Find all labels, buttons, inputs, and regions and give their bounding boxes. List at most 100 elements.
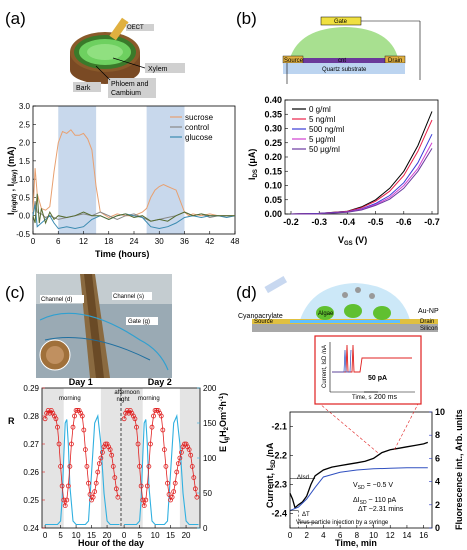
- bark-label: Bark: [76, 85, 91, 92]
- x-tick-label-2: 4: [321, 531, 326, 540]
- cyanoacrylate-label: Cyanoacrylate: [238, 313, 283, 320]
- r-point-day1-10: [137, 463, 142, 469]
- series-line-0: [289, 441, 429, 509]
- r-point-day0-44: [110, 463, 116, 469]
- y-tick-right-label-2: 100: [203, 454, 217, 463]
- y-tick-right-label-3: 150: [203, 419, 217, 428]
- substrate-label: Quartz substrate: [322, 67, 367, 73]
- x-tick-label-4: 8: [355, 531, 360, 540]
- r-point-day1-35: [175, 461, 181, 467]
- inset-pa-label: 50 pA: [368, 375, 387, 382]
- r-point-day1-13: [141, 503, 147, 509]
- r-point-day1-19: [151, 413, 156, 419]
- injection-label: Virus particle injection by a syringe: [296, 520, 389, 526]
- y-tick-label-6: 0.30: [264, 124, 282, 134]
- annotation-2: night: [116, 397, 129, 403]
- channel-d-label: Channel (d): [41, 297, 72, 303]
- chart-a-ylabel: I(night) , I(day) (mA): [6, 146, 18, 215]
- y-tick-label-4: 1.5: [19, 157, 31, 166]
- r-point-day0-35: [96, 461, 102, 467]
- legend-label-1: 5 ng/ml: [309, 115, 335, 124]
- stem-illustration: OECT Xylem Bark Phloem and Cambium: [70, 17, 185, 98]
- current-inset: Current, IsD /nA Time, s 50 pA 200 ms: [314, 335, 422, 405]
- panel-a-label: (a): [5, 9, 26, 28]
- r-point-day1-15: [144, 483, 150, 489]
- r-point-day0-0: [42, 416, 48, 422]
- r-point-day0-15: [65, 483, 71, 489]
- delta-i-label: ΔISD ~ 110 pA: [353, 497, 397, 506]
- x-tick-label-3: 18: [104, 237, 113, 246]
- x-tick-label-2: -0.4: [340, 217, 356, 227]
- y-tick-right-label-1: 2: [435, 500, 440, 510]
- night-shade-1: [100, 388, 143, 528]
- legend-label-0: sucrose: [185, 113, 214, 122]
- series-line-3: [32, 193, 235, 225]
- y-tick-right-label-5: 10: [435, 407, 445, 417]
- r-point-day1-31: [169, 494, 175, 500]
- inset-guide-left: [319, 403, 378, 453]
- r-point-day1-25: [160, 427, 166, 433]
- x-tick-label-4: 20: [103, 531, 112, 540]
- inset-guide-right: [394, 403, 419, 450]
- r-point-day1-7: [132, 416, 138, 422]
- annotation-0: morning: [59, 396, 81, 402]
- y-tick-left-label-3: 0.27: [23, 440, 39, 449]
- panel-b: (b) Gate cnt Source Drain Quartz substra…: [236, 9, 440, 247]
- y-tick-label-8: 0.40: [264, 95, 282, 105]
- x-tick-label-2: 10: [72, 531, 81, 540]
- r-point-day0-14: [64, 497, 70, 503]
- au-np-label: Au-NP: [418, 308, 439, 315]
- r-point-day1-32: [171, 489, 177, 495]
- r-point-day0-33: [93, 480, 99, 486]
- y-tick-label-0: -2.4: [271, 509, 287, 519]
- legend-label-3: 5 μg/ml: [309, 135, 336, 144]
- r-point-day1-20: [152, 407, 158, 413]
- algae-label: Algae: [318, 311, 334, 317]
- r-line-day0: [44, 409, 119, 508]
- gate-g-label: Gate (g): [128, 319, 150, 325]
- x-tick-label-5: 10: [369, 531, 378, 540]
- x-tick-label-1: 5: [58, 531, 63, 540]
- y-tick-label-3: -2.1: [271, 422, 287, 432]
- drain-label: Drain: [388, 58, 402, 64]
- r-point-day1-0: [121, 416, 127, 422]
- r-point-day1-12: [140, 497, 146, 503]
- y-tick-label-5: 2.0: [19, 139, 31, 148]
- e-line-day1: [124, 413, 199, 526]
- x-tick-label-1: 2: [304, 531, 309, 540]
- d-drain-label: Drain: [420, 319, 434, 325]
- legend-label-0: 0 g/ml: [309, 105, 331, 114]
- panel-a: (a) OECT Xylem Bark Phloem and Cambium 0…: [5, 9, 240, 259]
- chart-d-ylabel-right: Fluorescence int., Arb. units: [454, 409, 464, 530]
- delta-t-label: ΔT ~2.31 mins: [358, 506, 404, 513]
- r-point-day1-42: [186, 447, 192, 453]
- night-shade-2: [179, 388, 200, 528]
- night-shade-0: [42, 388, 64, 528]
- x-tick-label-5: 30: [155, 237, 164, 246]
- x-tick-label-5: -0.7: [424, 217, 440, 227]
- panel-c-label: (c): [5, 283, 25, 302]
- r-point-day0-31: [90, 494, 96, 500]
- y-tick-left-label-0: 0.24: [23, 524, 39, 533]
- r-point-day0-28: [86, 480, 91, 486]
- chart-b-ylabel: IDS (μA): [247, 149, 259, 180]
- r-point-day1-43: [188, 452, 194, 458]
- r-point-day0-9: [56, 441, 62, 447]
- chart-c-ylabel-right: E (gH2Om-2h-1): [218, 393, 230, 452]
- x-tick-label-7: 10: [151, 531, 160, 540]
- r-point-day0-27: [84, 463, 90, 469]
- vsd-label: VSD = −0.5 V: [353, 482, 393, 491]
- y-tick-label-1: 0.05: [264, 195, 282, 205]
- phloem-label-2: Cambium: [111, 90, 141, 97]
- x-tick-label-6: 5: [137, 531, 142, 540]
- device-illustration: Gate cnt Source Drain Quartz substrate: [282, 16, 421, 84]
- r-point-day1-39: [182, 441, 187, 447]
- y-tick-right-label-0: 0: [435, 523, 440, 533]
- r-point-day1-28: [165, 480, 170, 486]
- x-tick-label-7: 14: [402, 531, 411, 540]
- chart-a: 0 6 12 18 24 30 36 42 48 -0.5 0.0 0.5 1.0 1.5 2.0 2.5 3.…: [16, 102, 240, 246]
- r-point-day0-24: [79, 413, 85, 419]
- y-tick-label-4: 0.20: [264, 152, 282, 162]
- r-point-day1-47: [194, 494, 200, 500]
